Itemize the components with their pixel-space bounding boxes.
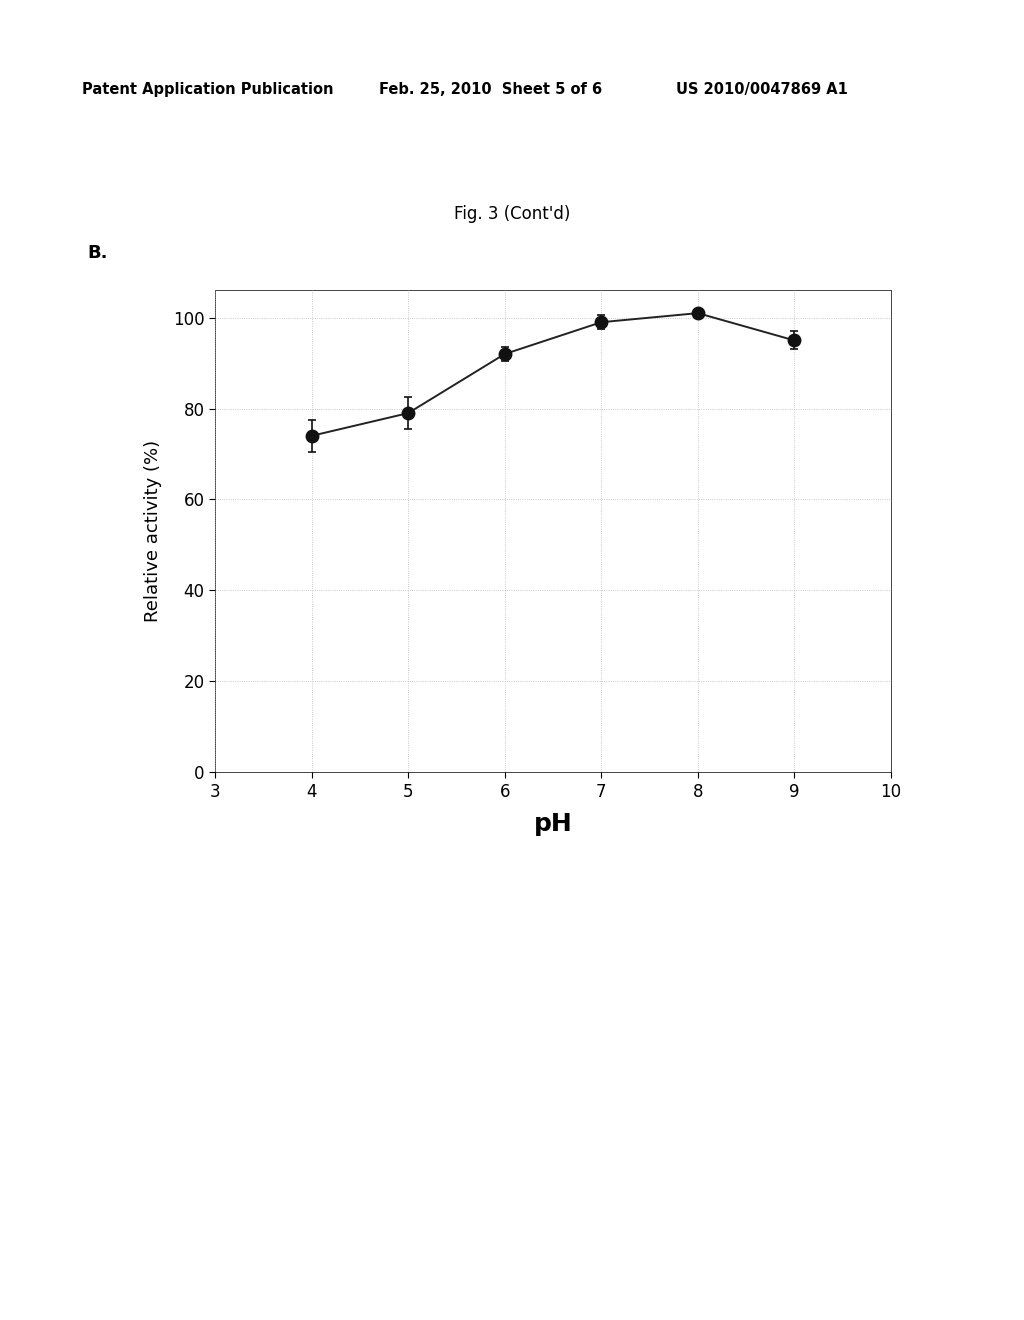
Text: Fig. 3 (Cont'd): Fig. 3 (Cont'd): [454, 205, 570, 223]
Text: Feb. 25, 2010  Sheet 5 of 6: Feb. 25, 2010 Sheet 5 of 6: [379, 82, 602, 96]
X-axis label: pH: pH: [534, 812, 572, 836]
Text: Patent Application Publication: Patent Application Publication: [82, 82, 334, 96]
Text: US 2010/0047869 A1: US 2010/0047869 A1: [676, 82, 848, 96]
Text: B.: B.: [87, 244, 108, 263]
Y-axis label: Relative activity (%): Relative activity (%): [144, 441, 162, 622]
